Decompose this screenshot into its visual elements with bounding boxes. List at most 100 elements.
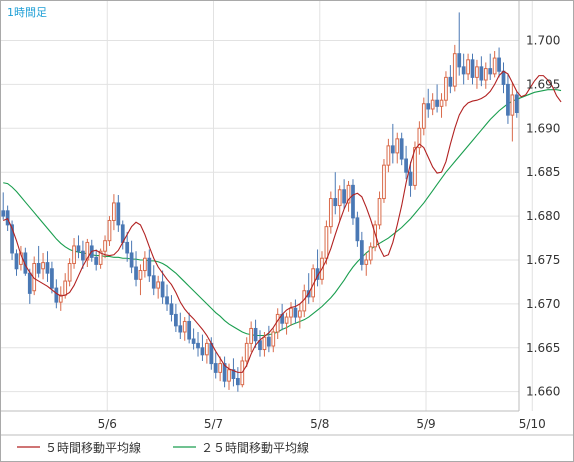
candle-body-up [98,250,103,265]
candle-body-up [58,294,63,303]
candle-body-down [231,369,236,380]
candle [510,82,515,142]
y-tick-label: 1.685 [526,165,560,179]
candle-body-up [138,270,143,280]
candle-body-down [169,303,174,315]
y-tick-label: 1.665 [526,341,560,355]
candle [297,303,302,329]
candle-body-down [404,158,408,173]
candle [408,161,413,197]
candle-body-down [14,253,19,270]
candle [457,12,462,76]
candle-body-down [479,66,484,81]
candle [373,220,377,252]
candle [174,303,178,332]
candle-body-up [444,76,448,101]
candle-body-up [112,202,116,221]
candle-body-down [54,287,59,303]
candle-body-up [271,331,276,347]
candle [514,91,519,118]
candle-body-down [151,275,156,289]
candle-body-up [244,342,249,362]
candle-body-up [492,57,497,75]
candle [151,265,156,296]
candle-body-down [147,257,152,277]
candle-body-up [284,316,289,324]
candle [235,367,240,392]
candle [169,295,174,322]
candle [506,73,510,124]
candle-body-down [213,363,218,373]
candle-body-up [395,138,400,154]
candle [266,325,271,353]
candle [479,56,484,87]
candle-body-down [160,281,165,298]
candle [497,47,501,78]
candle [222,356,227,388]
x-tick-label: 5/6 [98,417,117,431]
candle [58,286,63,311]
candle [244,337,249,368]
candle [324,220,329,265]
candle-body-up [63,280,68,296]
candle [165,284,169,311]
gridlines [1,1,533,412]
candle [160,270,165,304]
candle-body-down [27,272,32,294]
candle [178,312,183,340]
candle [488,53,493,81]
candle-body-down [200,347,205,356]
candle-body-down [333,198,338,207]
candle [129,240,134,274]
candle [501,62,506,94]
candle-body-down [488,68,493,75]
candle [452,44,457,92]
candle-body-down [222,363,227,382]
candle-body-up [67,263,72,282]
candle-body-down [253,327,258,342]
candle-body-down [209,342,214,365]
candle-body-down [461,66,466,75]
candle [116,195,121,232]
candle-body-down [258,340,262,351]
candle [377,191,382,230]
candle [50,261,54,294]
candle [284,312,289,335]
candle [249,321,254,353]
candle [107,216,112,246]
ma25-line [3,89,562,337]
candle [439,93,444,118]
x-tick-label: 5/7 [204,417,223,431]
candle [448,65,453,94]
candle [492,51,497,78]
candle [200,334,205,361]
ma5-line [3,70,562,373]
y-tick-label: 1.675 [526,253,560,267]
candle-body-down [5,210,10,226]
candle [368,242,373,265]
candle [404,145,408,180]
candle-body-up [421,103,426,129]
candle [395,132,400,164]
candle [382,159,386,203]
candle [258,330,262,357]
candle [386,138,391,173]
candle [112,194,116,231]
candle-body-down [342,189,346,204]
candle [328,191,333,234]
candle-body-down [448,76,453,87]
candle-body-up [373,224,377,248]
candle [390,123,395,164]
candle [191,328,196,350]
candle [32,256,37,296]
candle [435,84,439,113]
candle [94,249,99,271]
candle [293,299,298,324]
candle-body-up [346,184,351,204]
candle [14,249,19,276]
candle [253,319,258,348]
candle-body-down [351,184,355,219]
candle [156,275,161,299]
candle-body-up [337,189,342,207]
y-tick-label: 1.690 [526,121,560,135]
